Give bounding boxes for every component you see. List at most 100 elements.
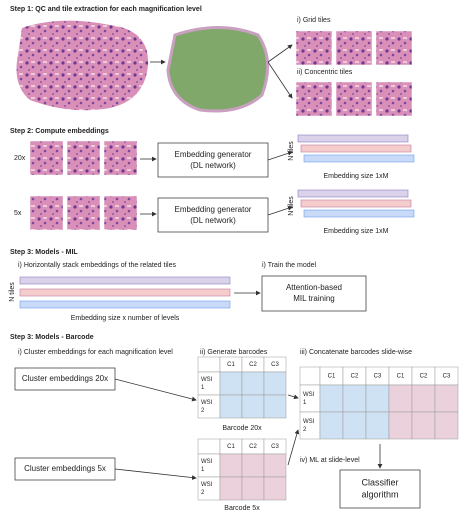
embedding-bar — [300, 199, 412, 208]
column-header: C2 — [249, 362, 257, 368]
cell — [197, 453, 221, 478]
cell — [319, 411, 344, 440]
cell — [263, 453, 287, 478]
cell — [197, 438, 221, 455]
row-label: WSI — [201, 400, 213, 406]
axis-label: N tiles — [288, 141, 295, 161]
arrow — [287, 429, 300, 466]
cell — [219, 394, 243, 419]
row-label: 2 — [201, 490, 205, 496]
cell — [241, 476, 265, 501]
cell — [219, 453, 243, 478]
cell — [219, 476, 243, 501]
tissue-mask — [166, 26, 270, 113]
column-header: C3 — [271, 362, 279, 368]
cell — [342, 411, 367, 440]
box-text: Embedding generator — [175, 205, 252, 214]
cell — [411, 411, 436, 440]
tile — [103, 140, 138, 176]
cell — [263, 476, 287, 501]
cell — [299, 384, 321, 413]
column-header: C2 — [351, 374, 359, 380]
cell — [319, 384, 344, 413]
tile — [66, 140, 101, 176]
axis-label: N tiles — [288, 196, 295, 216]
label: ii) Generate barcodes — [200, 349, 268, 356]
cell — [434, 411, 459, 440]
cell — [388, 411, 413, 440]
row-label: 2 — [201, 408, 205, 414]
column-header: C2 — [249, 444, 257, 450]
column-header: C1 — [227, 444, 235, 450]
axis-label: Embedding size 1xM — [324, 173, 389, 180]
step-title: Step 3: Models - MIL — [10, 249, 78, 256]
arrow — [267, 205, 293, 216]
box — [157, 142, 269, 178]
tile — [103, 195, 138, 231]
axis-label: Embedding size 1xM — [324, 228, 389, 235]
axis-label: Embedding size x number of levels — [71, 315, 180, 322]
step-title: Step 2: Compute embeddings — [10, 128, 109, 135]
cell — [342, 384, 367, 413]
cell — [388, 384, 413, 413]
cell — [299, 411, 321, 440]
row-label: WSI — [303, 392, 315, 398]
label: i) Grid tiles — [297, 17, 331, 24]
cell — [197, 394, 221, 419]
row-label: WSI — [303, 419, 315, 425]
box-text: Embedding generator — [175, 150, 252, 159]
label: i) Horizontally stack embeddings of the … — [18, 262, 176, 269]
step-title: Step 3: Models - Barcode — [10, 334, 94, 341]
row-label: WSI — [201, 377, 213, 383]
cell — [411, 384, 436, 413]
column-header: C1 — [328, 374, 336, 380]
tile — [66, 195, 101, 231]
cell — [263, 394, 287, 419]
box — [157, 197, 269, 233]
embedding-bar — [303, 154, 415, 163]
column-header: C1 — [227, 362, 235, 368]
box-text: (DL network) — [190, 161, 236, 170]
caption: Barcode 20x — [222, 425, 262, 432]
cell — [197, 371, 221, 396]
cell — [241, 371, 265, 396]
column-header: C2 — [420, 374, 428, 380]
label: iii) Concatenate barcodes slide-wise — [300, 349, 412, 356]
box-text: algorithm — [361, 489, 398, 499]
box-text: Cluster embeddings 5x — [24, 464, 106, 473]
cell — [219, 371, 243, 396]
column-header: C3 — [443, 374, 451, 380]
embedding-bar — [300, 144, 412, 153]
cell — [299, 366, 321, 386]
cell — [241, 394, 265, 419]
caption: Barcode 5x — [224, 505, 260, 512]
cell — [365, 411, 390, 440]
box-text: MIL training — [293, 294, 335, 303]
cell — [197, 476, 221, 501]
axis-label: N tiles — [9, 282, 16, 302]
row-label: 2 — [303, 427, 307, 433]
label: ii) Concentric tiles — [297, 69, 353, 76]
row-label: 1 — [201, 385, 205, 391]
column-header: C3 — [374, 374, 382, 380]
slide-image — [16, 20, 149, 111]
row-label: 1 — [201, 467, 205, 473]
step-title: Step 1: QC and tile extraction for each … — [10, 6, 202, 13]
embedding-bar — [297, 189, 409, 198]
mag-label: 20x — [14, 155, 26, 162]
arrow — [287, 394, 299, 400]
mag-label: 5x — [14, 210, 22, 217]
arrow — [267, 150, 293, 161]
label: iv) ML at slide-level — [300, 457, 360, 464]
box-text: (DL network) — [190, 216, 236, 225]
cell — [263, 371, 287, 396]
box-text: Cluster embeddings 20x — [22, 374, 108, 383]
label: i) Cluster embeddings for each magnifica… — [18, 349, 173, 356]
tile — [29, 140, 64, 176]
row-label: WSI — [201, 459, 213, 465]
box-text: Attention-based — [286, 283, 342, 292]
cell — [197, 356, 221, 373]
embedding-bar — [303, 209, 415, 218]
label: i) Train the model — [262, 262, 317, 269]
